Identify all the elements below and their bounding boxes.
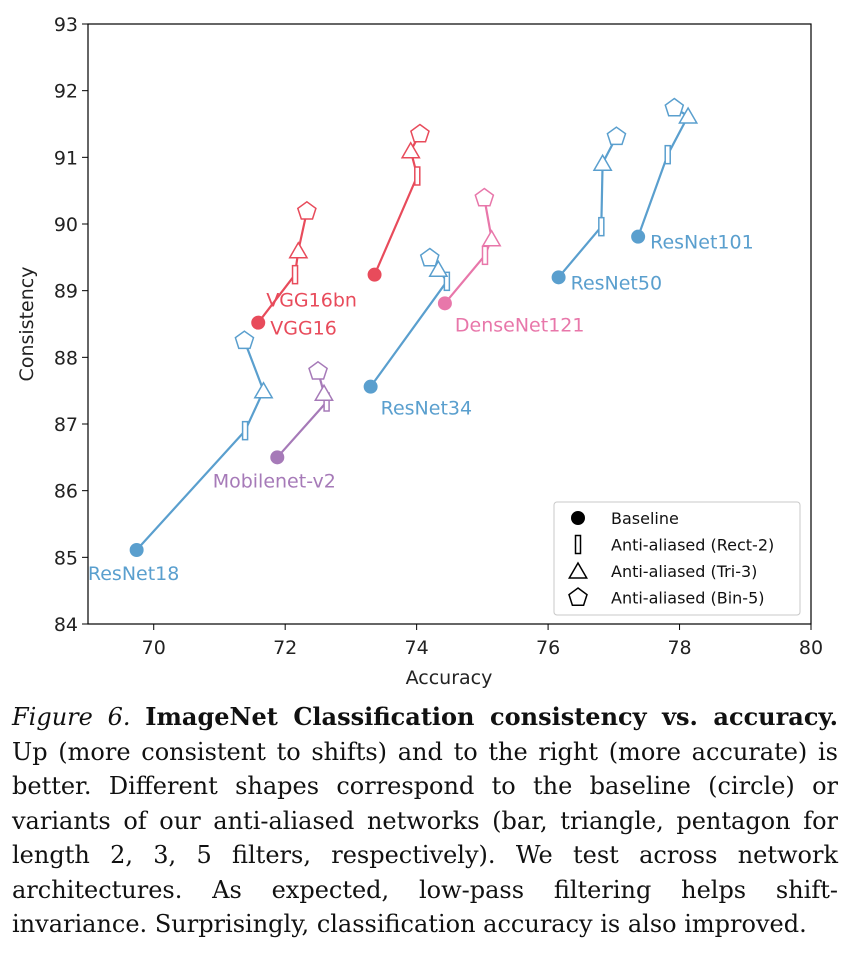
y-tick-label-91: 91 xyxy=(54,147,78,169)
caption-body: Up (more consistent to shifts) and to th… xyxy=(12,737,838,939)
point-vgg16bn-bin-5 xyxy=(410,123,430,143)
series-vgg16: VGG16 xyxy=(251,200,337,340)
point-resnet50-bin-5 xyxy=(606,126,627,146)
plot-layer: ResNet18 Mobilenet-v2 VGG16 VGG16bn ResNet34… xyxy=(88,97,754,585)
series-label-vgg16: VGG16 xyxy=(270,318,337,340)
point-resnet101-tri-3 xyxy=(678,106,699,124)
series-label-resnet101: ResNet101 xyxy=(650,232,754,254)
legend-label-pentagon: Anti-aliased (Bin-5) xyxy=(611,589,765,608)
point-resnet34-tri-3 xyxy=(428,259,449,278)
point-resnet34-baseline xyxy=(363,379,378,394)
y-tick-label-93: 93 xyxy=(54,14,78,36)
legend: Baseline Anti-aliased (Rect-2) Anti-aliase… xyxy=(553,501,801,616)
point-vgg16bn-tri-3 xyxy=(400,141,421,159)
series-line-resnet50 xyxy=(557,136,618,279)
point-vgg16-baseline xyxy=(251,315,266,330)
point-resnet34-rect-2 xyxy=(443,271,451,292)
y-tick-label-87: 87 xyxy=(54,414,78,436)
legend-box xyxy=(553,501,801,616)
legend-label-triangle: Anti-aliased (Tri-3) xyxy=(611,562,757,581)
legend-label-bar: Anti-aliased (Rect-2) xyxy=(611,536,774,555)
y-tick-label-84: 84 xyxy=(54,614,78,636)
series-densenet121: DenseNet121 xyxy=(437,187,585,336)
point-resnet101-rect-2 xyxy=(664,144,671,165)
x-tick-label-74: 74 xyxy=(405,637,429,659)
point-mobilenet-v2-tri-3 xyxy=(313,383,334,402)
point-resnet18-tri-3 xyxy=(253,381,274,399)
point-resnet50-tri-3 xyxy=(592,153,613,172)
point-vgg16-rect-2 xyxy=(291,264,299,285)
point-vgg16bn-rect-2 xyxy=(414,166,421,186)
series-label-vgg16bn: VGG16bn xyxy=(266,290,357,312)
x-tick-label-78: 78 xyxy=(667,637,691,659)
x-tick-label-72: 72 xyxy=(273,637,297,659)
point-resnet18-rect-2 xyxy=(241,420,249,441)
series-line-resnet34 xyxy=(369,257,448,388)
x-axis-label: Accuracy xyxy=(406,667,493,689)
y-axis-label: Consistency xyxy=(16,267,38,382)
series-resnet34: ResNet34 xyxy=(363,247,472,420)
x-tick-label-76: 76 xyxy=(536,637,560,659)
series-label-resnet34: ResNet34 xyxy=(381,398,472,420)
point-resnet50-rect-2 xyxy=(598,216,605,237)
series-line-mobilenet-v2 xyxy=(276,371,328,459)
x-tick-label-70: 70 xyxy=(142,637,166,659)
point-resnet101-bin-5 xyxy=(664,97,685,117)
figure-caption: Figure 6. ImageNet Classification consis… xyxy=(12,700,838,942)
caption-figure-label: Figure 6. xyxy=(12,703,131,731)
series-label-resnet50: ResNet50 xyxy=(571,272,662,294)
y-tick-label-92: 92 xyxy=(54,81,78,103)
point-densenet121-rect-2 xyxy=(481,245,489,266)
y-tick-label-90: 90 xyxy=(54,214,78,236)
series-resnet101: ResNet101 xyxy=(631,97,754,254)
legend-marker-bar xyxy=(574,534,582,555)
y-tick-label-85: 85 xyxy=(54,547,78,569)
point-densenet121-baseline xyxy=(437,296,452,311)
series-line-densenet121 xyxy=(444,197,493,305)
series-label-densenet121: DenseNet121 xyxy=(455,314,585,336)
legend-label-circle: Baseline xyxy=(611,509,679,528)
series-label-mobilenet-v2: Mobilenet-v2 xyxy=(213,470,336,492)
point-mobilenet-v2-baseline xyxy=(270,450,285,465)
point-resnet18-baseline xyxy=(129,543,144,557)
point-resnet50-baseline xyxy=(551,270,566,285)
series-resnet50: ResNet50 xyxy=(551,126,662,294)
y-tick-label-89: 89 xyxy=(54,281,78,303)
point-vgg16bn-baseline xyxy=(367,267,382,282)
x-tick-label-80: 80 xyxy=(799,637,823,659)
point-vgg16-bin-5 xyxy=(296,200,317,220)
legend-marker-triangle xyxy=(567,561,589,579)
series-line-resnet18 xyxy=(135,340,265,551)
series-line-resnet101 xyxy=(637,107,690,238)
caption-title: ImageNet Classification consistency vs. … xyxy=(145,702,838,731)
legend-marker-pentagon xyxy=(568,587,588,606)
point-resnet18-bin-5 xyxy=(234,330,255,350)
point-densenet121-tri-3 xyxy=(481,229,502,247)
series-line-vgg16 xyxy=(257,211,308,324)
series-label-resnet18: ResNet18 xyxy=(88,563,179,585)
series-resnet18: ResNet18 xyxy=(88,330,274,585)
series-vgg16bn: VGG16bn xyxy=(266,123,430,312)
ticks-layer: 70 72 74 76 78 80 84 85 86 87 88 89 90 91 92 93 xyxy=(54,14,823,659)
point-densenet121-bin-5 xyxy=(474,187,495,207)
y-tick-label-88: 88 xyxy=(54,347,78,369)
point-resnet101-baseline xyxy=(631,229,646,244)
point-vgg16-tri-3 xyxy=(288,241,309,259)
point-mobilenet-v2-bin-5 xyxy=(308,360,328,380)
series-mobilenet-v2: Mobilenet-v2 xyxy=(213,360,336,492)
consistency-accuracy-chart: ResNet18 Mobilenet-v2 VGG16 VGG16bn ResNet34… xyxy=(16,14,823,689)
point-resnet34-bin-5 xyxy=(419,247,440,267)
y-tick-label-86: 86 xyxy=(54,481,78,503)
legend-marker-circle xyxy=(571,511,585,525)
plot-frame xyxy=(87,23,812,625)
